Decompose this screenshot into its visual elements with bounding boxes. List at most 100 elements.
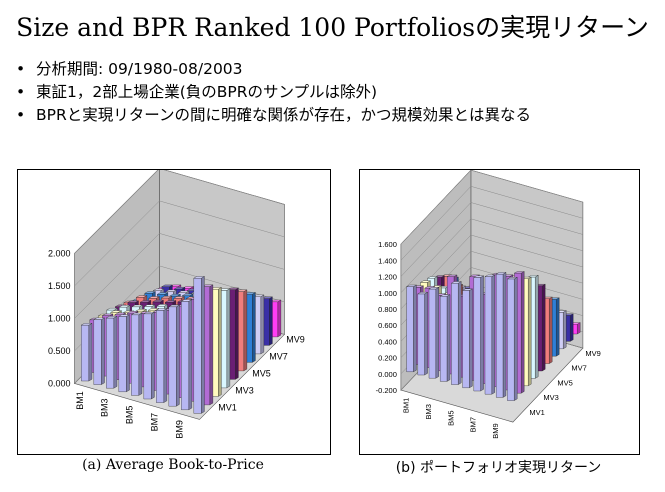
return-bar [462,288,473,389]
bar-top [130,312,143,315]
bar-side [528,276,532,387]
bar-top [127,300,140,303]
bar-side [535,274,539,379]
bar-top [173,296,186,299]
bar-side [424,291,428,376]
bullet-text-sample: 東証1，2部上場企業(負のBPRのサンプルは除外) [36,83,378,101]
mv-axis-label: MV5 [557,378,572,387]
mv-axis-label: MV9 [286,335,305,345]
bm-axis-label: BM3 [424,404,433,419]
bar-side [243,289,248,372]
bar-front [473,277,481,392]
bm-axis-label: BM3 [100,398,110,417]
return-bar [495,272,507,398]
return-bar [428,286,440,379]
caption-returns: (b) ポートフォリオ実現リターン [395,460,602,476]
bar-side [502,272,507,398]
y-tick-label: 0.000 [48,378,71,388]
bar-side [446,294,451,382]
bar-top [102,313,114,316]
bar-side [218,287,222,397]
y-tick-label: 0.200 [378,354,397,363]
bar-top [147,308,160,311]
bar-side [88,323,93,382]
bpr-bar [118,314,131,393]
mv-axis-label: MV7 [571,364,586,373]
bar-top [155,308,168,311]
bar-top [105,316,118,319]
bar-top [118,314,131,317]
bar-top [173,287,186,290]
mv-axis-label: MV7 [269,352,288,362]
y-tick-label: 0.500 [48,346,71,356]
gridline [400,202,583,277]
bar-front [507,278,515,401]
bar-top [473,275,484,278]
gridline [74,170,285,254]
bar-top [143,311,155,314]
returns-3d-bar-chart: 1.600 1.400 1.200 1.000 0.800 0.600 0.400 0.200… [376,170,601,439]
gridline [74,233,285,319]
gridline [400,186,583,261]
mv-axis-label: MV1 [218,403,237,413]
gridline [400,218,583,293]
y-tick-label: 1.200 [378,273,397,282]
bm-axis-label: BM9 [491,423,500,438]
bar-top [135,309,148,312]
gridline [74,200,285,287]
bpr-bar [143,311,155,400]
bar-top [495,272,507,275]
bar-top [165,289,177,292]
y-tick-label: 1.000 [48,313,71,323]
bar-side [556,297,560,357]
bar-top [114,312,127,315]
bar-side [577,322,581,335]
bm-axis-label: BM5 [125,406,135,425]
caption-bpr: (a) Average Book-to-Price [82,457,264,473]
bar-side [277,299,282,338]
y-tick-label: 1.400 [378,256,397,265]
bar-top [160,296,173,299]
bar-side [113,315,118,389]
y-tick-label: -0.200 [376,386,397,395]
bar-side [542,283,546,372]
bar-top [118,305,131,308]
bar-top [131,304,144,307]
bullet-list: • 分析期間: 09/1980-08/2003 • 東証1，2部上場企業(負のBPR… [16,58,531,127]
bar-side [176,304,180,407]
bar-top [156,292,169,295]
bar-side [252,292,256,363]
bpr-3d-bar-chart: 2.000 1.500 1.000 0.500 0.000 BM1 BM3 BM5 BM7 BM9… [48,170,305,439]
bar-top [168,304,181,307]
bullet-item-finding: • BPRと実現リターンの間に明確な関係が存在，かつ規模効果とは異なる [16,104,531,127]
y-tick-label: 1.500 [48,281,71,291]
return-bar [440,294,451,382]
bar-side [226,288,231,389]
bar-top [484,274,496,277]
bar-top [148,296,161,299]
bar-side [435,286,439,379]
bar-top [527,275,539,278]
bar-front [131,314,139,396]
bm-axis-label: BM7 [469,417,478,432]
bar-front [462,290,470,388]
bar-side [458,281,462,385]
bm-axis-label: BM5 [446,411,455,426]
chart-panel-returns: 1.600 1.400 1.200 1.000 0.800 0.600 0.400 0.200… [359,169,640,455]
bar-top [462,288,473,291]
bullet-item-period: • 分析期間: 09/1980-08/2003 [16,58,531,81]
bar-top [93,317,106,320]
bar-top [406,284,417,287]
bar-side [413,284,417,373]
bar-top [428,287,440,290]
bar-top [110,310,122,313]
bar-top [161,284,174,287]
bar-front [81,324,89,382]
bar-top [169,294,182,297]
gridline [400,170,583,245]
y-tick-label: 0.400 [378,337,397,346]
bar-side [151,311,155,400]
bm-axis-label: BM7 [150,413,160,432]
bar-side [480,275,484,392]
bar-top [106,308,119,311]
